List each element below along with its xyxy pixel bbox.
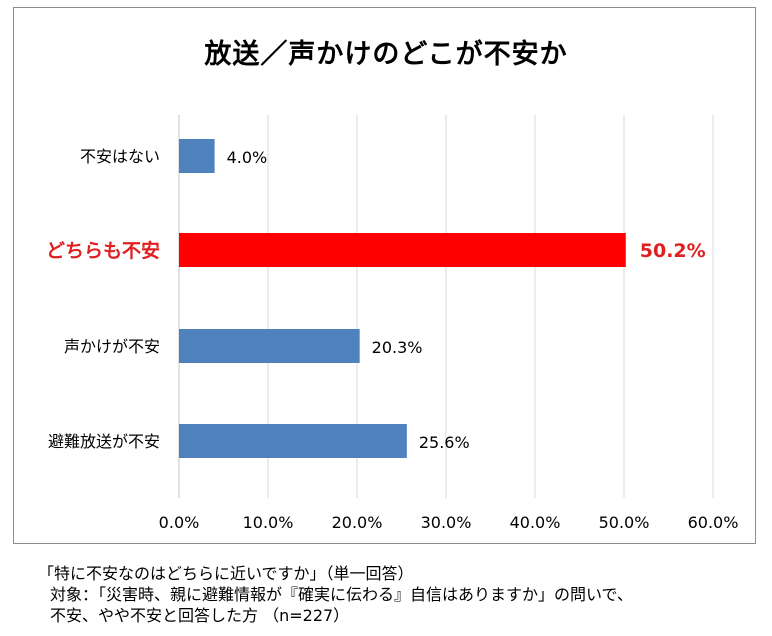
- category-label: 避難放送が不安: [48, 432, 160, 451]
- bar: [179, 139, 215, 173]
- x-tick-label: 60.0%: [688, 513, 739, 532]
- bars: [179, 139, 626, 458]
- bar: [179, 424, 407, 458]
- bar: [179, 329, 360, 363]
- labels: 0.0% 10.0% 20.0% 30.0% 40.0% 50.0% 60.0% 不安はない 4…: [46, 147, 738, 532]
- note-question: 「特に不安なのはどちらに近いですか」（単一回答）: [38, 564, 414, 583]
- category-label: 声かけが不安: [64, 337, 160, 356]
- data-label: 50.2%: [640, 240, 706, 262]
- x-tick-label: 20.0%: [332, 513, 383, 532]
- data-label: 4.0%: [227, 148, 268, 167]
- bar-chart: 0.0% 10.0% 20.0% 30.0% 40.0% 50.0% 60.0% 不安はない 4…: [46, 115, 738, 532]
- x-tick-label: 0.0%: [159, 513, 200, 532]
- x-tick-label: 50.0%: [599, 513, 650, 532]
- note-respondents: 不安、やや不安と回答した方 （n=227）: [50, 606, 350, 625]
- chart-title: 放送／声かけのどこが不安か: [204, 39, 568, 70]
- bar-highlight: [179, 233, 626, 267]
- category-label: 不安はない: [80, 147, 160, 166]
- x-tick-label: 30.0%: [421, 513, 472, 532]
- x-tick-label: 40.0%: [510, 513, 561, 532]
- data-label: 25.6%: [419, 433, 470, 452]
- category-label: どちらも不安: [46, 239, 160, 262]
- x-tick-label: 10.0%: [243, 513, 294, 532]
- data-label: 20.3%: [372, 338, 423, 357]
- note-target: 対象：「災害時、親に避難情報が『確実に伝わる』自信はありますか」の問いで、: [50, 585, 633, 604]
- survey-note: 「特に不安なのはどちらに近いですか」（単一回答） 対象：「災害時、親に避難情報が…: [38, 563, 633, 626]
